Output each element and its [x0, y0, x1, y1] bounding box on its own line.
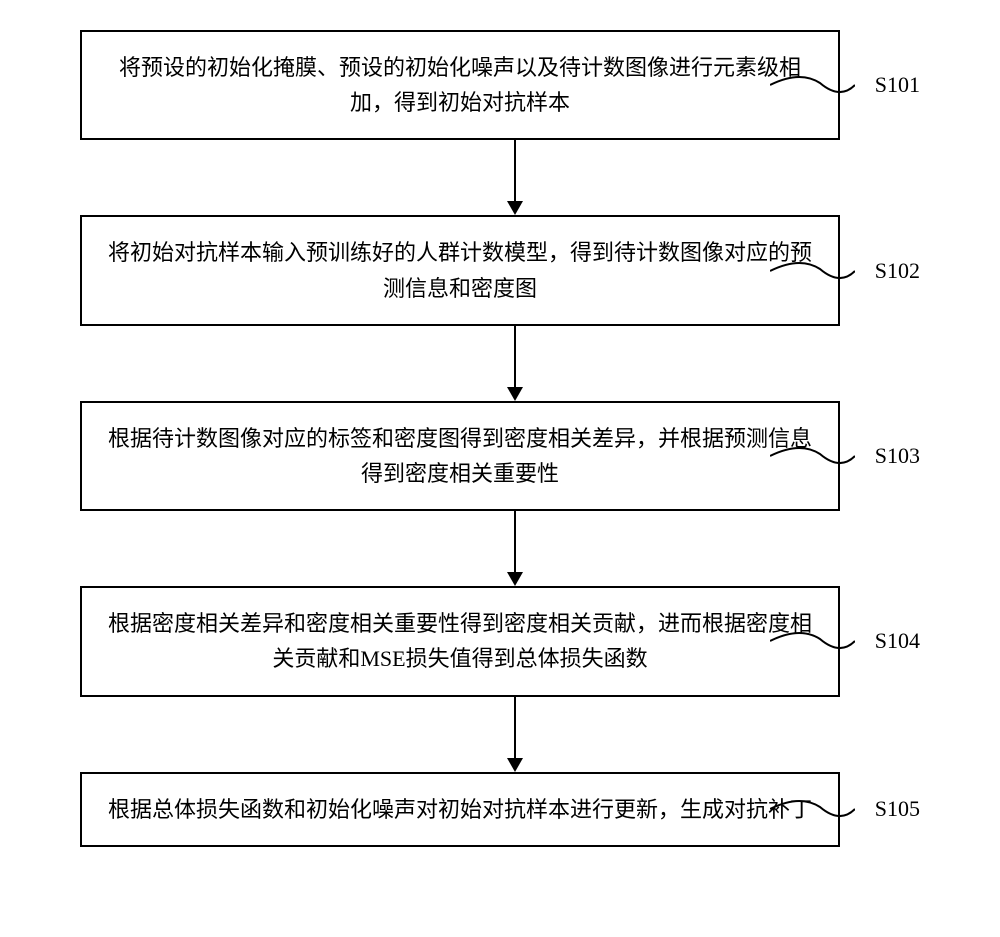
step-box-5: 根据总体损失函数和初始化噪声对初始对抗样本进行更新，生成对抗补丁: [80, 772, 840, 847]
step-text-4: 根据密度相关差异和密度相关重要性得到密度相关贡献，进而根据密度相关贡献和MSE损…: [108, 611, 812, 671]
arrow-line-3: [514, 511, 516, 572]
step-box-4: 根据密度相关差异和密度相关重要性得到密度相关贡献，进而根据密度相关贡献和MSE损…: [80, 586, 840, 696]
arrow-head-3: [507, 572, 523, 586]
arrow-head-2: [507, 387, 523, 401]
step-container-1: 将预设的初始化掩膜、预设的初始化噪声以及待计数图像进行元素级相加，得到初始对抗样…: [50, 30, 950, 140]
arrow-line-2: [514, 326, 516, 387]
arrow-line-4: [514, 697, 516, 758]
step-text-3: 根据待计数图像对应的标签和密度图得到密度相关差异，并根据预测信息得到密度相关重要…: [108, 426, 812, 486]
connector-curve-5: [770, 789, 855, 829]
flowchart-container: 将预设的初始化掩膜、预设的初始化噪声以及待计数图像进行元素级相加，得到初始对抗样…: [50, 30, 950, 847]
step-container-4: 根据密度相关差异和密度相关重要性得到密度相关贡献，进而根据密度相关贡献和MSE损…: [50, 586, 950, 696]
step-container-3: 根据待计数图像对应的标签和密度图得到密度相关差异，并根据预测信息得到密度相关重要…: [50, 401, 950, 511]
arrow-line-1: [514, 140, 516, 201]
connector-curve-3: [770, 436, 855, 476]
step-label-3: S103: [875, 443, 920, 469]
step-label-1: S101: [875, 72, 920, 98]
step-box-2: 将初始对抗样本输入预训练好的人群计数模型，得到待计数图像对应的预测信息和密度图: [80, 215, 840, 325]
connector-curve-4: [770, 621, 855, 661]
arrow-3: [135, 511, 895, 586]
step-label-5: S105: [875, 796, 920, 822]
arrow-2: [135, 326, 895, 401]
connector-curve-2: [770, 251, 855, 291]
connector-curve-1: [770, 65, 855, 105]
arrow-head-1: [507, 201, 523, 215]
step-text-2: 将初始对抗样本输入预训练好的人群计数模型，得到待计数图像对应的预测信息和密度图: [108, 240, 812, 300]
step-text-1: 将预设的初始化掩膜、预设的初始化噪声以及待计数图像进行元素级相加，得到初始对抗样…: [119, 55, 801, 115]
step-text-5: 根据总体损失函数和初始化噪声对初始对抗样本进行更新，生成对抗补丁: [108, 797, 812, 822]
arrow-4: [135, 697, 895, 772]
arrow-head-4: [507, 758, 523, 772]
step-container-2: 将初始对抗样本输入预训练好的人群计数模型，得到待计数图像对应的预测信息和密度图 …: [50, 215, 950, 325]
step-label-2: S102: [875, 258, 920, 284]
step-container-5: 根据总体损失函数和初始化噪声对初始对抗样本进行更新，生成对抗补丁 S105: [50, 772, 950, 847]
step-box-1: 将预设的初始化掩膜、预设的初始化噪声以及待计数图像进行元素级相加，得到初始对抗样…: [80, 30, 840, 140]
step-label-4: S104: [875, 628, 920, 654]
step-box-3: 根据待计数图像对应的标签和密度图得到密度相关差异，并根据预测信息得到密度相关重要…: [80, 401, 840, 511]
arrow-1: [135, 140, 895, 215]
